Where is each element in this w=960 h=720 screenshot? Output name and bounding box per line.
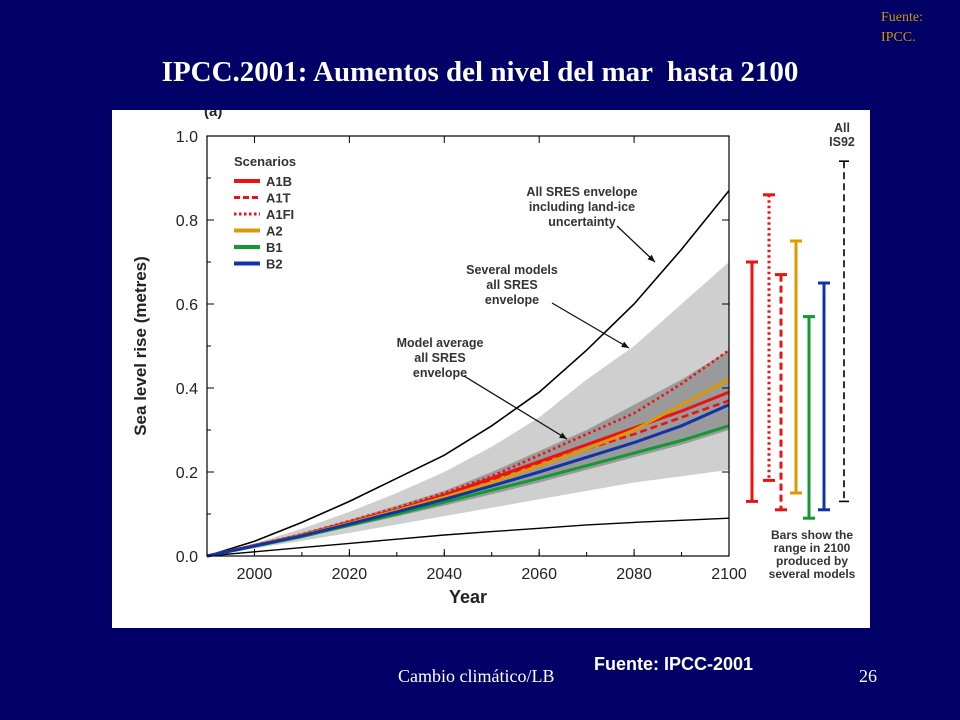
legend-label-b2: B2 bbox=[266, 257, 283, 272]
annotation-text: envelope bbox=[485, 293, 539, 307]
x-tick-label: 2080 bbox=[616, 566, 652, 583]
annotation-text: Several models bbox=[466, 263, 558, 277]
sea-level-chart: 0.0 0.2 0.4 0.6 0.8 1.0 2000 2020 2040 2060 2080 21… bbox=[131, 110, 856, 607]
range-note-text: range in 2100 bbox=[774, 541, 851, 555]
annotation-arrowhead bbox=[559, 432, 567, 439]
annotation-text: all SRES bbox=[486, 278, 537, 292]
y-axis-label: Sea level rise (metres) bbox=[131, 256, 150, 436]
range-note-text: Bars show the bbox=[771, 528, 853, 542]
footer-source: Fuente: IPCC-2001 bbox=[594, 654, 754, 674]
legend-label-b1: B1 bbox=[266, 240, 283, 255]
source-note-top: Fuente: IPCC. bbox=[881, 10, 923, 45]
envelope-several-models bbox=[207, 262, 729, 556]
series-line-b2 bbox=[206, 403, 730, 558]
annotation-arrowhead bbox=[647, 254, 655, 262]
annotation-text: envelope bbox=[413, 366, 467, 380]
y-tick-label: 0.4 bbox=[176, 381, 198, 398]
annotation-arrow-line bbox=[616, 225, 656, 263]
y-tick-label: 0.6 bbox=[176, 297, 198, 314]
y-tick-label: 0.0 bbox=[176, 549, 198, 566]
legend-title: Scenarios bbox=[234, 154, 296, 169]
legend-label-a1fi: A1FI bbox=[266, 207, 294, 222]
x-tick-label: 2100 bbox=[711, 566, 747, 583]
y-tick-label: 0.2 bbox=[176, 465, 198, 482]
range-note-text: produced by bbox=[776, 554, 848, 568]
x-tick-label: 2000 bbox=[237, 566, 273, 583]
legend-label-a2: A2 bbox=[266, 224, 283, 239]
range-label-is92: IS92 bbox=[829, 135, 855, 149]
footer-course-label: Cambio climático/LB bbox=[398, 666, 555, 686]
page-number: 26 bbox=[859, 666, 877, 686]
legend-label-a1b: A1B bbox=[266, 174, 292, 189]
annotation-text: All SRES envelope bbox=[526, 185, 637, 199]
envelope-all-sres-upper bbox=[206, 190, 730, 557]
slide-title: IPCC.2001: Aumentos del nivel del mar ha… bbox=[161, 56, 799, 88]
plot-frame bbox=[206, 135, 730, 557]
x-tick-label: 2020 bbox=[332, 566, 368, 583]
annotation-arrowhead bbox=[621, 341, 629, 348]
legend-label-a1t: A1T bbox=[266, 191, 291, 206]
envelope-model-average bbox=[207, 350, 729, 556]
annotation-text: all SRES bbox=[414, 351, 465, 365]
x-axis-label: Year bbox=[449, 587, 487, 607]
annotation-arrow-line bbox=[551, 302, 630, 349]
panel-corner-label: (a) bbox=[204, 110, 222, 120]
y-tick-label: 0.8 bbox=[176, 213, 198, 230]
annotation-text: including land-ice bbox=[529, 200, 635, 214]
annotation-text: uncertainty bbox=[548, 215, 615, 229]
figure-panel: 0.0 0.2 0.4 0.6 0.8 1.0 2000 2020 2040 2060 2080 21… bbox=[112, 110, 870, 628]
annotation-text: Model average bbox=[397, 336, 484, 350]
range-note-text: several models bbox=[769, 567, 856, 581]
x-tick-label: 2040 bbox=[426, 566, 462, 583]
envelope-all-sres-lower bbox=[206, 517, 730, 557]
x-tick-label: 2060 bbox=[521, 566, 557, 583]
range-label-is92: All bbox=[834, 121, 850, 135]
y-tick-label: 1.0 bbox=[176, 129, 198, 146]
annotation-arrow-line bbox=[463, 375, 568, 440]
